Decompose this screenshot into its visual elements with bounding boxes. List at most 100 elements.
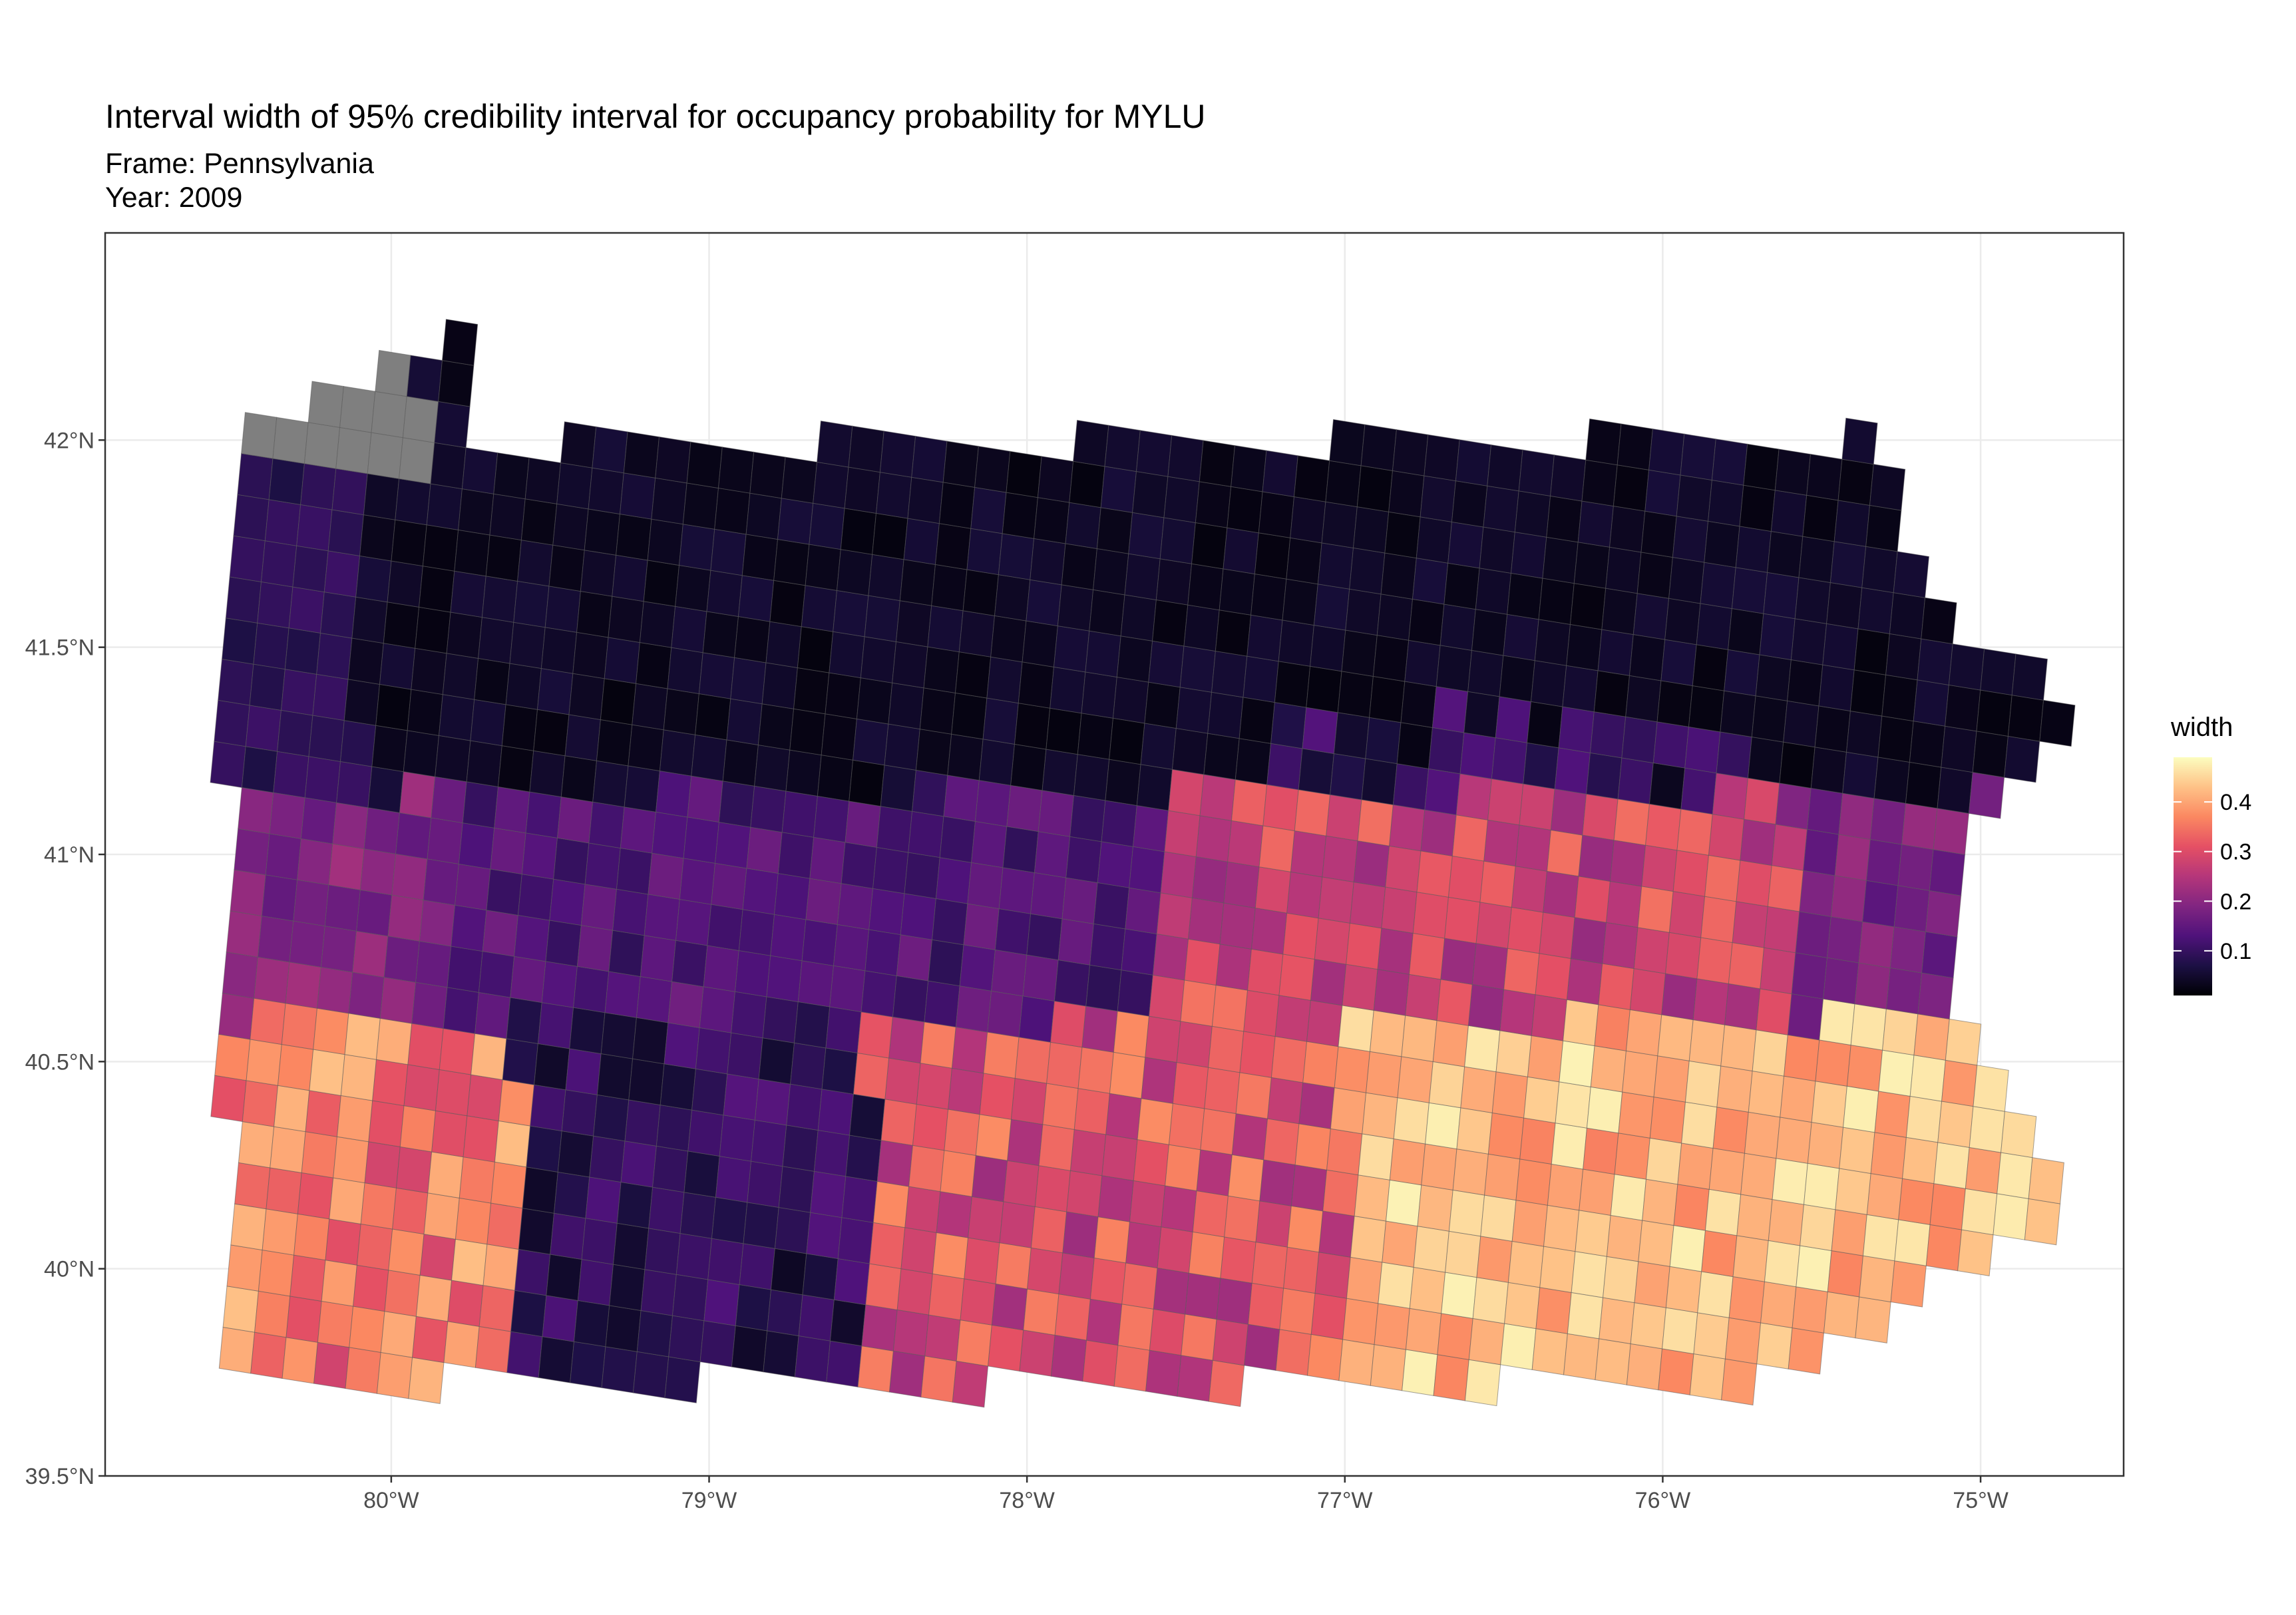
map-cell [960, 1278, 996, 1326]
map-cell [1693, 1312, 1730, 1359]
map-cell [616, 1181, 654, 1229]
map-cell [1732, 901, 1768, 948]
map-cell [1539, 912, 1575, 959]
map-cell [1656, 680, 1693, 727]
map-cell [1117, 1304, 1154, 1351]
map-cell [1155, 558, 1193, 606]
map-cell [1542, 536, 1579, 584]
map-cell [1441, 1272, 1477, 1319]
map-cell [1814, 705, 1851, 753]
map-cell [1384, 511, 1421, 559]
map-cell [821, 713, 857, 761]
map-cell [336, 1095, 373, 1143]
map-cell [936, 1191, 973, 1238]
map-cell [1353, 840, 1390, 888]
map-cell [655, 436, 691, 484]
map-cell [1859, 1255, 1895, 1303]
map-cell [1574, 876, 1611, 923]
map-cell [1539, 1246, 1576, 1293]
map-cell [1632, 593, 1670, 640]
map-cell [1913, 1013, 1950, 1061]
map-cell [612, 1222, 650, 1270]
map-cell [514, 914, 550, 962]
map-cell [1941, 725, 1977, 773]
map-cell [884, 1057, 921, 1105]
map-cell [1645, 1137, 1682, 1185]
map-cell [609, 1264, 646, 1312]
map-cell [1767, 864, 1804, 912]
map-cell [1372, 635, 1410, 682]
map-cell [1007, 1119, 1044, 1166]
map-cell [1755, 654, 1792, 701]
map-cell [395, 812, 432, 860]
map-cell [1744, 1111, 1781, 1159]
map-cell [1582, 793, 1619, 841]
map-cell [1061, 877, 1098, 924]
map-cell [1819, 998, 1855, 1046]
map-cell [1463, 691, 1500, 739]
map-cell [1534, 619, 1571, 666]
map-cell [1792, 1286, 1828, 1334]
map-cell [1585, 418, 1622, 466]
map-cell [319, 592, 357, 639]
map-cell [1613, 464, 1650, 512]
map-cell [542, 1295, 578, 1342]
map-cell [1425, 1102, 1461, 1150]
map-cell [1435, 645, 1473, 692]
map-cell [745, 492, 782, 540]
map-cell [1183, 604, 1220, 652]
map-cell [1125, 1221, 1162, 1269]
map-cell [711, 1196, 748, 1244]
map-cell [1855, 1296, 1891, 1344]
map-cell [415, 1274, 453, 1322]
map-cell [938, 482, 976, 529]
map-cell [1053, 626, 1090, 673]
map-cell [1487, 1112, 1525, 1160]
map-cell [225, 576, 262, 624]
map-cell [1267, 1077, 1304, 1125]
map-cell [245, 705, 282, 752]
map-cell [912, 769, 948, 817]
map-cell [1345, 588, 1382, 636]
map-cell [1893, 551, 1930, 598]
map-cell [619, 472, 656, 520]
map-cell [623, 431, 660, 478]
map-cell [324, 884, 361, 932]
map-cell [1034, 497, 1070, 544]
map-cell [632, 683, 668, 731]
map-cell [1120, 594, 1157, 641]
map-cell [1038, 1124, 1075, 1171]
map-cell [1451, 480, 1488, 528]
map-cell [438, 694, 475, 741]
map-cell [747, 1161, 783, 1208]
map-cell [876, 1140, 914, 1187]
map-cell [1181, 1314, 1217, 1361]
map-cell [1046, 707, 1082, 755]
map-cell [1838, 793, 1875, 840]
map-cell [998, 867, 1035, 914]
map-cell [399, 1105, 437, 1153]
map-cell [439, 1028, 476, 1075]
map-cell [356, 1223, 393, 1271]
map-cell [2039, 699, 2076, 747]
legend-colorbar [2174, 757, 2212, 995]
map-cell [1681, 1101, 1718, 1149]
map-cell [691, 1068, 728, 1116]
map-cell [572, 631, 609, 679]
map-cell [956, 1320, 992, 1367]
map-cell [1507, 906, 1544, 954]
map-cell [1736, 1194, 1773, 1241]
map-cell [1073, 419, 1109, 467]
map-cell [1905, 1095, 1943, 1143]
map-cell [1244, 1324, 1280, 1371]
map-cell [983, 1031, 1020, 1079]
map-cell [1648, 762, 1686, 810]
map-cell [1412, 558, 1449, 605]
map-cell [379, 977, 417, 1024]
map-cell [770, 914, 807, 962]
map-cell [1869, 464, 1906, 511]
map-cell [313, 1342, 350, 1389]
map-cell [1743, 443, 1780, 491]
map-cell [1038, 790, 1075, 837]
map-cell [1239, 1031, 1276, 1078]
